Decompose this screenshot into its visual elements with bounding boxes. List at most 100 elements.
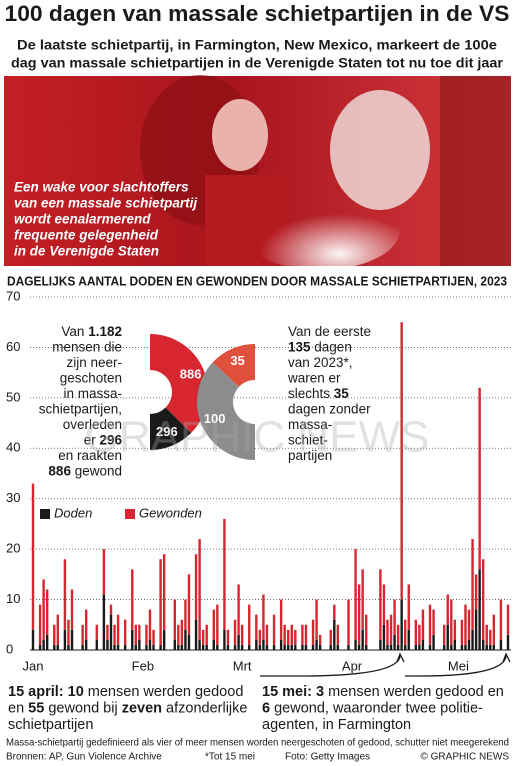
chart-title: DAGELIJKS AANTAL DODEN EN GEWONDEN DOOR … [7, 273, 507, 288]
bar-segment [474, 574, 478, 610]
text-segment: van 2023*, [288, 355, 353, 370]
chart: 0 10 20 30 40 50 60 70 Jan Feb Mrt Apr Mei Doden Gewon… [6, 288, 511, 673]
bar-segment [53, 644, 56, 650]
bar-segment [237, 634, 240, 650]
bar-segment [283, 624, 286, 645]
bar-segment [84, 639, 88, 650]
bar-segment [258, 629, 262, 645]
bar-segment [464, 644, 467, 650]
y-tick-label: 40 [6, 440, 20, 455]
bar-segment [318, 634, 322, 645]
bar-segment [347, 644, 350, 650]
legend-label: Gewonden [139, 505, 202, 520]
bar-segment [248, 644, 251, 650]
bar-segment [67, 619, 70, 645]
bar-segment [471, 539, 474, 630]
bar-segment [223, 518, 226, 630]
bar-segment [272, 644, 276, 650]
text-line: waren er [287, 370, 341, 385]
donut-segment [150, 334, 208, 433]
bar-segment [290, 644, 293, 650]
bar-segment [198, 539, 201, 640]
bar-segment [382, 624, 386, 650]
text-segment: 886 [48, 463, 71, 478]
text-line: 886 gewond [48, 463, 122, 478]
text-segment: schietpartijen [8, 717, 93, 733]
sources: Bronnen: AP, Gun Violence Archive [6, 752, 162, 763]
bar-segment [109, 604, 113, 615]
text-segment: agenten, in Farmington [262, 717, 411, 733]
bar-segment [233, 619, 237, 645]
bar-segment [134, 624, 137, 645]
bar-segment [116, 614, 120, 645]
bar-segment [123, 619, 127, 645]
bar-segment [432, 634, 435, 650]
bar-segment [123, 644, 127, 650]
bar-segment [272, 614, 276, 645]
text-segment: Van de eerste [288, 324, 371, 339]
bar-segment [471, 629, 474, 650]
text-segment: zijn neer- [66, 355, 122, 370]
bar-segment [418, 624, 421, 645]
donut-segment [212, 344, 255, 387]
text-segment: dagen zonder [288, 401, 371, 416]
bar-segment [38, 644, 42, 650]
bar-segment [45, 589, 49, 635]
bar-segment [428, 604, 432, 645]
bar-segment [347, 599, 350, 645]
bar-segment [290, 624, 293, 645]
bar-segment [109, 614, 113, 650]
bar-segment [481, 559, 485, 640]
bar-segment [113, 644, 116, 650]
bar-segment [38, 604, 42, 645]
text-segment: partijen [288, 448, 332, 463]
bar-segment [294, 629, 297, 645]
bar-segment [237, 584, 240, 635]
text-segment: geschoten [60, 370, 122, 385]
bar-segment [212, 609, 215, 640]
text-line: 15 mei: 3 mensen werden gedood en [262, 684, 504, 700]
bar-segment [56, 614, 60, 645]
bar-segment [315, 639, 318, 650]
bar-segment [173, 599, 176, 640]
text-segment: schiet- [288, 432, 328, 447]
text-line: agenten, in Farmington [262, 717, 411, 733]
bar-segment [152, 629, 155, 645]
bar-segment [354, 549, 357, 640]
bar-segment [453, 639, 457, 650]
bar-segment [442, 624, 446, 645]
donut-segment [197, 362, 255, 460]
bar-segment [478, 569, 481, 650]
bar-segment [205, 624, 208, 645]
text-segment: zeven [122, 700, 162, 716]
bar-segment [492, 614, 496, 645]
bar-segment [474, 609, 478, 650]
text-segment: er [84, 432, 100, 447]
bar-segment [357, 584, 361, 645]
text-segment: schietpartijen, [39, 401, 122, 416]
bar-segment [379, 569, 382, 640]
caption-line: van een massale schietpartij [14, 196, 197, 211]
text-segment: mensen werden gedood en [324, 684, 504, 700]
bar-segment [134, 644, 137, 650]
text-segment: waren er [287, 370, 341, 385]
text-line: en 55 gewond bij zeven afzonderlijke [8, 700, 247, 716]
text-segment: 15 mei: 3 [262, 684, 324, 700]
legend-label: Doden [54, 505, 92, 520]
bar-segment [173, 639, 176, 650]
text-line: in massa- [63, 386, 122, 401]
bar-segment [265, 644, 269, 650]
text-segment: 35 [334, 386, 350, 401]
bar-segment [393, 634, 396, 650]
bar-segment [467, 609, 471, 640]
bar-segment [333, 619, 336, 650]
text-segment: gewond [71, 463, 122, 478]
donut-segment [150, 407, 192, 450]
donut-label: 886 [180, 367, 202, 382]
bar-segment [365, 644, 368, 650]
bar-segment [464, 604, 467, 645]
bar-segment [315, 599, 318, 640]
caption-line: in de Verenigde Staten [14, 244, 159, 259]
x-tick-label: Jan [23, 658, 44, 673]
bar-segment [361, 569, 364, 630]
